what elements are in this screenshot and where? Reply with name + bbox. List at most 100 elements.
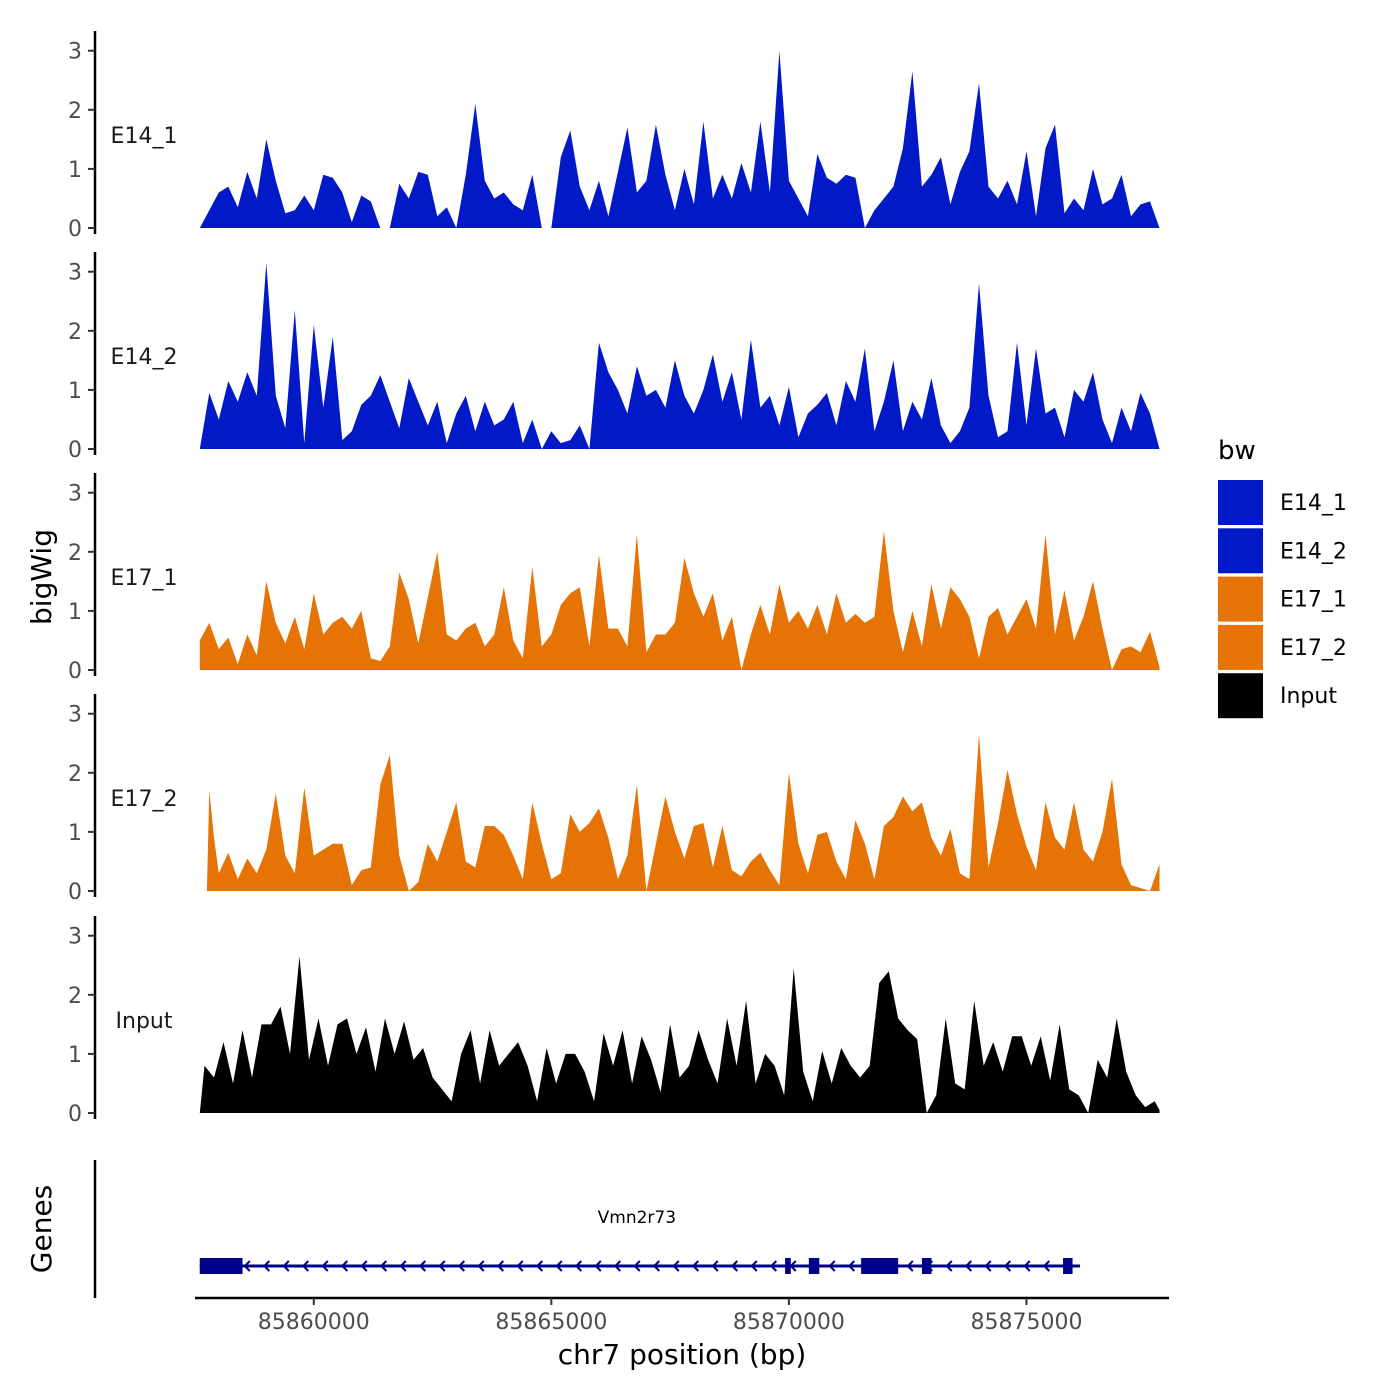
genes-track-panel: Vmn2r73 <box>93 1160 1080 1298</box>
strand-arrow <box>1042 1260 1051 1272</box>
strand-arrow <box>984 1260 992 1272</box>
coverage-area <box>199 531 1160 670</box>
y-tick-label: 2 <box>68 762 82 787</box>
y-tick-label: 0 <box>68 659 82 684</box>
y-tick-label: 1 <box>68 379 82 404</box>
strand-arrow <box>477 1260 485 1272</box>
strand-arrow <box>418 1260 427 1272</box>
strand-arrow <box>847 1260 856 1272</box>
legend-swatch <box>1218 528 1263 574</box>
strand-arrow <box>438 1260 446 1272</box>
strand-arrow <box>262 1260 271 1272</box>
y-tick-label: 2 <box>68 984 82 1009</box>
legend-title: bw <box>1218 436 1256 466</box>
legend-label: E17_1 <box>1280 588 1347 613</box>
x-tick-label: 85860000 <box>258 1310 370 1335</box>
y-tick-label: 3 <box>68 482 82 507</box>
legend-label: E14_2 <box>1280 539 1347 564</box>
strand-arrow <box>711 1260 719 1272</box>
strand-arrow <box>691 1260 700 1272</box>
y-tick-label: 3 <box>68 925 82 950</box>
gene-exon <box>785 1258 791 1274</box>
y-tick-label: 0 <box>68 880 82 905</box>
y-tick-label: 3 <box>68 40 82 65</box>
legend-swatch <box>1218 480 1263 525</box>
strand-arrow <box>535 1260 544 1272</box>
legend-swatch <box>1218 624 1263 670</box>
coverage-area <box>199 262 1160 449</box>
y-tick-label: 3 <box>68 703 82 728</box>
strand-arrow <box>379 1260 388 1272</box>
strand-arrow <box>399 1260 407 1272</box>
x-axis: 85860000 85865000 85870000 85875000 <box>195 1296 1169 1335</box>
legend-label: E14_1 <box>1280 491 1347 516</box>
x-tick-label: 85875000 <box>970 1310 1082 1335</box>
strand-arrow <box>243 1260 251 1272</box>
legend-label: E17_2 <box>1280 636 1347 661</box>
track-label: E14_2 <box>111 345 178 370</box>
strand-arrow <box>613 1260 622 1272</box>
strand-arrow <box>633 1260 641 1272</box>
track-label: E14_1 <box>111 124 178 149</box>
strand-arrow <box>340 1260 349 1272</box>
y-tick-label: 2 <box>68 541 82 566</box>
y-tick-label: 2 <box>68 320 82 345</box>
strand-arrow <box>672 1260 680 1272</box>
x-tick-label: 85870000 <box>733 1310 845 1335</box>
strand-arrow <box>282 1260 290 1272</box>
track-input: 0 1 2 3 Input <box>68 916 1160 1127</box>
strand-arrow <box>457 1260 466 1272</box>
strand-arrow <box>750 1260 758 1272</box>
y-tick-label: 0 <box>68 217 82 242</box>
x-axis-title: chr7 position (bp) <box>558 1338 807 1371</box>
y-tick-label: 2 <box>68 99 82 124</box>
strand-arrow <box>730 1260 739 1272</box>
legend-swatch <box>1218 576 1263 622</box>
track-e14-2: 0 1 2 3 E14_2 <box>68 252 1160 463</box>
strand-arrow <box>594 1260 602 1272</box>
strand-arrow <box>652 1260 661 1272</box>
y-tick-label: 1 <box>68 1043 82 1068</box>
x-tick-label: 85865000 <box>495 1310 607 1335</box>
track-e14-1: 0 1 2 3 E14_1 <box>68 31 1160 242</box>
y-axis-title: bigWig <box>25 529 58 625</box>
y-tick-label: 3 <box>68 261 82 286</box>
track-e17-1: 0 1 2 3 E17_1 <box>68 473 1160 684</box>
strand-arrow <box>574 1260 583 1272</box>
legend-label: Input <box>1280 684 1337 709</box>
strand-arrow <box>828 1260 836 1272</box>
strand-arrow <box>516 1260 524 1272</box>
track-e17-2: 0 1 2 3 E17_2 <box>68 694 1160 905</box>
strand-arrow <box>360 1260 368 1272</box>
coverage-tracks: 0 1 2 3 E14_1 0 1 2 3 E14_2 0 1 2 3 E17_1 0 1 2 3 E17_2 0 1 2 3… <box>68 31 1160 1127</box>
y-tick-label: 1 <box>68 821 82 846</box>
y-tick-label: 1 <box>68 158 82 183</box>
gene-exon <box>921 1258 932 1274</box>
strand-arrow <box>945 1260 953 1272</box>
coverage-area <box>199 50 1160 229</box>
genes-track-title: Genes <box>25 1185 58 1273</box>
strand-arrow <box>555 1260 563 1272</box>
legend: bw E14_1 E14_2 E17_1 E17_2 Input <box>1218 436 1347 719</box>
strand-arrow <box>964 1260 973 1272</box>
strand-arrow <box>1003 1260 1012 1272</box>
strand-arrow <box>906 1260 914 1272</box>
gene-exon <box>199 1258 243 1274</box>
strand-arrow <box>496 1260 505 1272</box>
gene-exon <box>808 1258 820 1274</box>
gene-name-label: Vmn2r73 <box>598 1208 676 1228</box>
strand-arrow <box>769 1260 778 1272</box>
y-tick-label: 0 <box>68 1102 82 1127</box>
strand-arrow <box>321 1260 329 1272</box>
track-label: Input <box>116 1009 173 1034</box>
track-label: E17_1 <box>111 566 178 591</box>
strand-arrow <box>301 1260 310 1272</box>
y-tick-label: 0 <box>68 438 82 463</box>
gene-exon <box>861 1258 899 1274</box>
track-label: E17_2 <box>111 787 178 812</box>
coverage-area <box>199 956 1160 1113</box>
y-tick-label: 1 <box>68 600 82 625</box>
legend-swatch <box>1218 673 1263 719</box>
strand-arrow <box>1023 1260 1031 1272</box>
